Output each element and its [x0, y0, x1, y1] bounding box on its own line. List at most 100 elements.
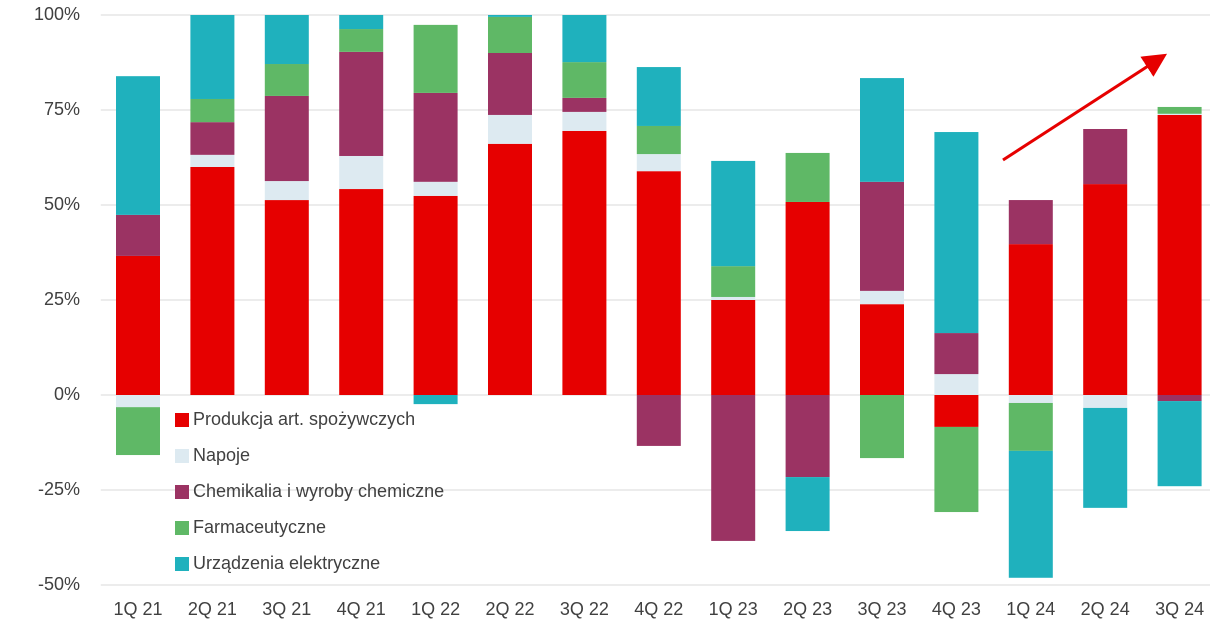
y-tick-label: 50% [44, 194, 80, 214]
bar-segment [1008, 450, 1053, 578]
x-tick-label: 3Q 21 [262, 599, 311, 619]
bar-segment [934, 426, 979, 513]
bar-segment [860, 78, 904, 182]
bar-segment [934, 132, 979, 334]
bar-segment [1008, 395, 1053, 403]
bar-segment [711, 266, 756, 297]
legend-label: Napoje [193, 445, 250, 465]
bar-segment [488, 53, 532, 115]
trend-arrow [1002, 53, 1168, 162]
bar-segment [934, 374, 979, 395]
x-tick-label: 3Q 24 [1155, 599, 1204, 619]
bar-segment [711, 160, 756, 267]
bar-segment [1157, 395, 1202, 402]
bar-segment [339, 29, 384, 52]
x-tick-label: 1Q 21 [113, 599, 162, 619]
x-tick-label: 3Q 22 [560, 599, 609, 619]
bar-segment [264, 95, 309, 182]
bar-segment [934, 333, 979, 375]
y-tick-label: 75% [44, 99, 80, 119]
bar-segment [636, 395, 681, 446]
bar-segment [1157, 401, 1202, 487]
bar-segment [264, 181, 309, 201]
bar-segment [860, 290, 904, 305]
bar-segment [339, 15, 384, 30]
y-tick-label: -50% [38, 574, 80, 594]
x-tick-label: 1Q 24 [1006, 599, 1055, 619]
bar-segment [1157, 114, 1202, 395]
bar-segment [116, 255, 160, 395]
bar-segment [264, 64, 309, 96]
bar-segment [562, 15, 607, 63]
legend-label: Farmaceutyczne [193, 517, 326, 537]
bar-segment [264, 15, 309, 65]
bar-segment [339, 155, 384, 190]
bar-segment [413, 395, 458, 405]
legend-swatch [175, 521, 189, 535]
bar-segment [339, 51, 384, 156]
bar-segment [413, 195, 458, 395]
bar-segment [785, 152, 830, 202]
x-tick-label: 2Q 23 [783, 599, 832, 619]
bar-segment [636, 171, 681, 395]
bar-segment [562, 97, 607, 112]
legend-swatch [175, 413, 189, 427]
bar-segment [488, 16, 532, 53]
bar-segment [562, 62, 607, 98]
y-tick-label: 0% [54, 384, 80, 404]
bar-segment [116, 76, 160, 215]
x-tick-label: 4Q 23 [932, 599, 981, 619]
x-tick-label: 2Q 21 [188, 599, 237, 619]
bar-segment [488, 143, 532, 395]
bar-segment [1083, 129, 1128, 185]
bar-segment [636, 67, 681, 126]
bar-segment [860, 181, 904, 291]
bar-segment [1083, 184, 1128, 395]
bar-segment [190, 154, 235, 167]
bar-segment [785, 201, 830, 395]
bar-segment [190, 15, 235, 99]
bar-segment [860, 304, 904, 395]
x-tick-label: 2Q 22 [485, 599, 534, 619]
bar-segment [190, 122, 235, 155]
bar-segment [339, 189, 384, 395]
bar-segment [1008, 200, 1053, 245]
bar-segment [860, 395, 904, 459]
bar-segment [636, 125, 681, 155]
bar-segment [934, 395, 979, 427]
legend-swatch [175, 485, 189, 499]
x-tick-label: 2Q 24 [1081, 599, 1130, 619]
bar-segment [711, 296, 756, 300]
bar-segment [711, 300, 756, 395]
bar-segment [1083, 407, 1128, 508]
bar-segment [785, 395, 830, 478]
legend-label: Produkcja art. spożywczych [193, 409, 415, 429]
bar-segment [785, 477, 830, 532]
x-tick-label: 1Q 23 [709, 599, 758, 619]
bar-segment [562, 130, 607, 395]
bar-segment [413, 24, 458, 93]
legend-label: Urządzenia elektryczne [193, 553, 380, 573]
bar-segment [116, 395, 160, 408]
legend-swatch [175, 449, 189, 463]
bar-segment [413, 92, 458, 182]
x-tick-label: 4Q 22 [634, 599, 683, 619]
y-tick-label: 25% [44, 289, 80, 309]
bar-segment [488, 114, 532, 144]
bar-segment [711, 395, 756, 541]
bar-segment [413, 181, 458, 196]
bar-segment [488, 15, 532, 17]
legend-label: Chemikalia i wyroby chemiczne [193, 481, 444, 501]
bar-segment [1157, 113, 1202, 115]
x-tick-label: 1Q 22 [411, 599, 460, 619]
x-tick-label: 3Q 23 [857, 599, 906, 619]
bar-segment [1083, 395, 1128, 408]
y-tick-label: -25% [38, 479, 80, 499]
bar-segment [264, 200, 309, 395]
bar-segment [636, 154, 681, 172]
bar-segment [562, 111, 607, 131]
bar-segment [1157, 106, 1202, 114]
bar-segment [116, 214, 160, 256]
x-tick-label: 4Q 21 [337, 599, 386, 619]
